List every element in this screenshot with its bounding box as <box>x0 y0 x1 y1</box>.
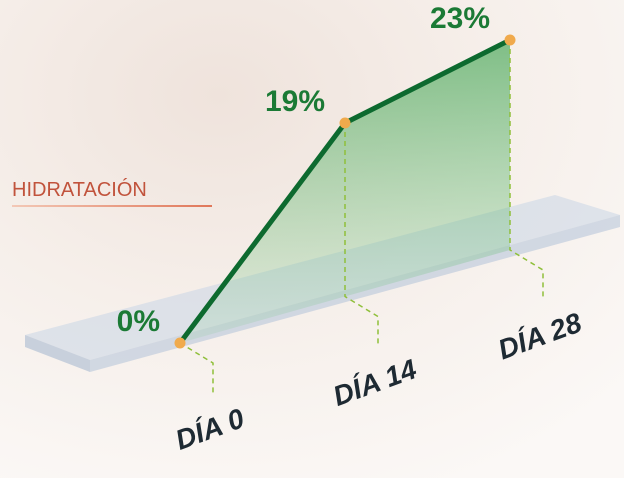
point <box>174 337 186 349</box>
guide-line <box>344 123 379 347</box>
series-label: HIDRATACIÓN <box>12 178 147 201</box>
area <box>180 40 510 343</box>
point <box>339 117 351 129</box>
guide-line <box>509 40 544 300</box>
data-label: 0% <box>117 305 160 338</box>
point <box>504 34 516 46</box>
series-underline <box>12 205 212 207</box>
data-label: 23% <box>430 2 490 35</box>
guide-line <box>179 342 214 393</box>
data-label: 19% <box>265 85 325 118</box>
glass-edge <box>25 335 90 372</box>
